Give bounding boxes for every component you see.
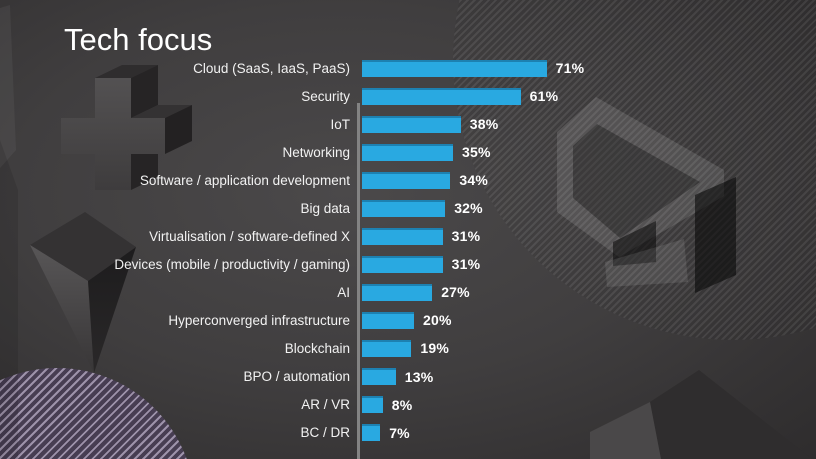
category-label: IoT: [330, 116, 350, 132]
value-label: 19%: [420, 340, 450, 357]
category-label: Cloud (SaaS, IaaS, PaaS): [193, 60, 350, 76]
chart-row: Devices (mobile / productivity / gaming)…: [0, 250, 816, 278]
value-label: 27%: [441, 284, 470, 301]
chart-row: Networking 35%: [0, 138, 816, 166]
category-label: Blockchain: [284, 340, 350, 356]
value-label: 71%: [555, 60, 585, 77]
monitor-3d-icon: [557, 97, 736, 293]
bar-area: 13%: [362, 368, 434, 386]
chart-row: Software / application development 34%: [0, 166, 816, 194]
category-label: AR / VR: [301, 397, 350, 413]
plus-3d-icon: [61, 65, 192, 190]
value-bar: [362, 424, 381, 442]
chart-row: BC / DR 7%: [0, 419, 816, 447]
left-edge-sliver-decoration: [0, 5, 18, 459]
value-bar: [362, 311, 414, 329]
bar-area: 20%: [362, 311, 452, 329]
bar-area: 71%: [362, 59, 585, 77]
value-bar: [362, 396, 383, 414]
arrow-3d-icon: [590, 370, 812, 459]
obelisk-3d-icon: [30, 212, 136, 373]
value-bar: [362, 255, 443, 273]
bar-area: 7%: [362, 424, 410, 442]
chart-row: Security 61%: [0, 82, 816, 110]
value-label: 34%: [459, 172, 489, 189]
value-label: 31%: [451, 228, 481, 245]
value-label: 31%: [451, 256, 481, 273]
value-label: 20%: [423, 312, 452, 329]
value-bar: [362, 87, 521, 105]
value-bar: [362, 199, 446, 217]
category-label: Networking: [282, 144, 350, 160]
bar-area: 35%: [362, 143, 491, 161]
bar-area: 38%: [362, 115, 499, 133]
category-label: Software / application development: [139, 172, 350, 188]
value-label: 8%: [391, 396, 413, 413]
chart-row: AI 27%: [0, 278, 816, 306]
chart-row: Virtualisation / software-defined X 31%: [0, 222, 816, 250]
chart-rows: Cloud (SaaS, IaaS, PaaS) 71% Security 61% Io…: [0, 54, 816, 447]
chart-row: IoT 38%: [0, 110, 816, 138]
category-label: BPO / automation: [243, 369, 350, 385]
category-label: Big data: [300, 200, 350, 216]
bar-area: 27%: [362, 283, 470, 301]
value-bar: [362, 283, 433, 301]
bar-area: 32%: [362, 199, 483, 217]
value-bar: [362, 339, 412, 357]
value-bar: [362, 171, 451, 189]
value-label: 61%: [529, 88, 559, 105]
category-label: Virtualisation / software-defined X: [149, 228, 350, 244]
value-bar: [362, 143, 453, 161]
value-label: 13%: [404, 368, 434, 385]
chart-row: Blockchain 19%: [0, 334, 816, 362]
category-label: BC / DR: [300, 425, 350, 441]
bar-area: 31%: [362, 227, 481, 245]
bar-area: 8%: [362, 396, 413, 414]
chart-row: Big data 32%: [0, 194, 816, 222]
bar-area: 34%: [362, 171, 489, 189]
value-label: 7%: [389, 424, 410, 441]
chart-row: Hyperconverged infrastructure 20%: [0, 306, 816, 334]
category-label: Security: [301, 88, 350, 104]
chart-row: Cloud (SaaS, IaaS, PaaS) 71%: [0, 54, 816, 82]
value-label: 32%: [454, 200, 483, 217]
category-label: Hyperconverged infrastructure: [168, 312, 350, 328]
value-bar: [362, 59, 547, 77]
chart-row: AR / VR 8%: [0, 391, 816, 419]
bar-area: 31%: [362, 255, 481, 273]
value-label: 38%: [469, 116, 499, 133]
category-label: AI: [337, 284, 350, 300]
page-title: Tech focus: [64, 22, 213, 57]
value-bar: [362, 227, 443, 245]
category-label: Devices (mobile / productivity / gaming): [114, 256, 350, 272]
chart-axis: [357, 103, 360, 459]
chart-row: BPO / automation 13%: [0, 363, 816, 391]
bar-area: 19%: [362, 339, 450, 357]
value-label: 35%: [462, 144, 491, 161]
value-bar: [362, 115, 461, 133]
value-bar: [362, 368, 396, 386]
bar-area: 61%: [362, 87, 559, 105]
